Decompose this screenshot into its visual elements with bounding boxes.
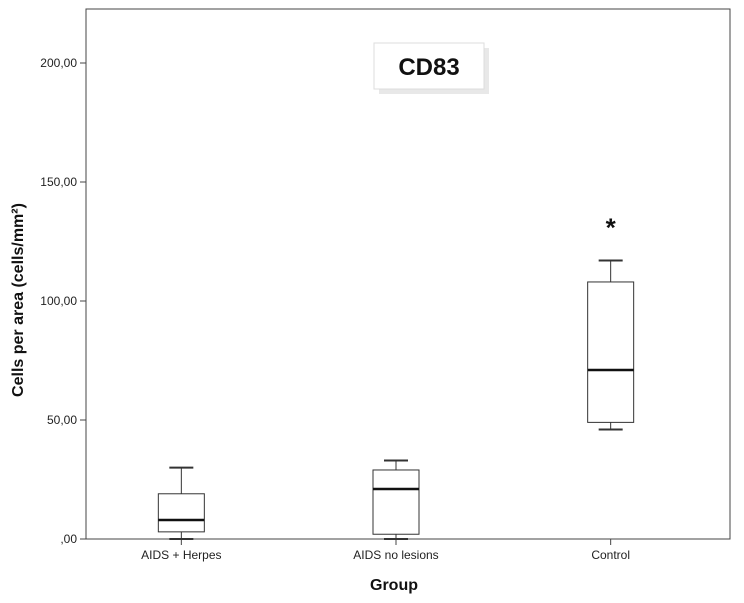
- x-axis: AIDS + Herpes AIDS no lesions Control: [141, 539, 630, 562]
- x-tick-label: Control: [591, 548, 630, 562]
- y-tick-label: 200,00: [40, 56, 77, 70]
- chart-title-box: CD83: [373, 42, 489, 94]
- x-tick-label: AIDS no lesions: [353, 548, 438, 562]
- iqr-box: [372, 469, 420, 535]
- y-axis: ,00 50,00 100,00 150,00 200,00: [40, 56, 86, 546]
- y-tick-label: 100,00: [40, 294, 77, 308]
- y-tick-label: 50,00: [47, 413, 77, 427]
- plot-area: [85, 8, 731, 540]
- box-3: *: [587, 213, 635, 431]
- box-2: [372, 459, 420, 540]
- title-box-bg: [373, 42, 485, 90]
- iqr-box: [587, 281, 635, 423]
- iqr-box: [157, 493, 205, 533]
- x-axis-title: Group: [370, 577, 418, 594]
- box-1: [157, 466, 205, 540]
- y-tick-label: 150,00: [40, 175, 77, 189]
- y-axis-title: Cells per area (cells/mm²): [10, 203, 27, 397]
- significance-marker: *: [606, 213, 617, 243]
- chart-title: CD83: [398, 54, 459, 81]
- y-tick-label: ,00: [60, 532, 77, 546]
- x-tick-label: AIDS + Herpes: [141, 548, 221, 562]
- boxes-layer: *: [157, 213, 635, 540]
